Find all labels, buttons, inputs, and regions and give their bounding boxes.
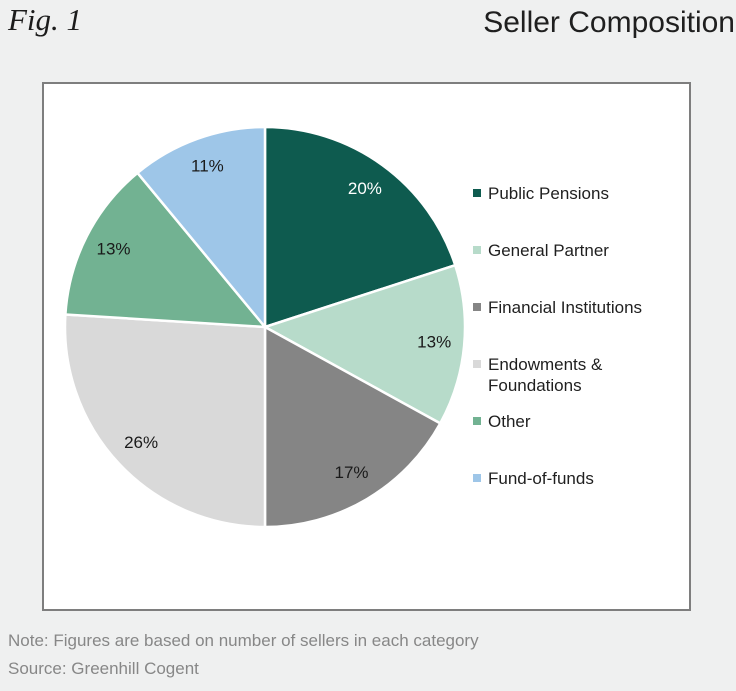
legend-item-endowments-foundations: Endowments & Foundations	[473, 354, 678, 411]
page-title: Seller Composition	[483, 6, 735, 39]
pie-slice-value-label: 13%	[96, 239, 130, 258]
pie-slice-endowments-foundations	[63, 313, 267, 529]
legend-item-general-partner: General Partner	[473, 240, 678, 297]
pie-slice-other	[64, 171, 267, 329]
legend-swatch-icon	[473, 417, 481, 425]
pie-slice-value-label: 11%	[191, 157, 224, 176]
pie-chart: 20% 13% 17% 26% 13% 11%	[63, 125, 467, 529]
legend-item-fund-of-funds: Fund-of-funds	[473, 468, 678, 525]
legend-swatch-icon	[473, 189, 481, 197]
legend-swatch-icon	[473, 474, 481, 482]
pie-slice-value-label: 26%	[124, 433, 158, 452]
legend-item-public-pensions: Public Pensions	[473, 183, 678, 240]
note-text: Note: Figures are based on number of sel…	[8, 631, 479, 650]
legend-label: Other	[488, 412, 531, 431]
chart-area: 20% 13% 17% 26% 13% 11% Public Pensions Genera…	[42, 82, 691, 611]
pie-slice-public-pensions	[263, 125, 457, 329]
legend-label: General Partner	[488, 241, 609, 260]
pie-slice-general-partner	[263, 263, 467, 425]
legend-label: Fund-of-funds	[488, 469, 594, 488]
legend-swatch-icon	[473, 360, 481, 368]
legend-label: Public Pensions	[488, 184, 609, 203]
legend-item-other: Other	[473, 411, 678, 468]
pie-slice-value-label: 20%	[348, 179, 382, 198]
pie-slice-financial-institutions	[263, 325, 442, 529]
pie-slice-fund-of-funds	[136, 125, 267, 329]
footnotes: Note: Figures are based on number of sel…	[8, 627, 479, 683]
legend-label: Financial Institutions	[488, 298, 643, 317]
legend: Public Pensions General Partner Financial …	[473, 183, 678, 525]
pie-slice-value-label: 13%	[417, 332, 451, 351]
legend-swatch-icon	[473, 303, 481, 311]
pie-slice-value-label: 17%	[334, 463, 368, 482]
source-text: Source: Greenhill Cogent	[8, 659, 199, 678]
legend-swatch-icon	[473, 246, 481, 254]
legend-item-financial-institutions: Financial Institutions	[473, 297, 678, 354]
legend-label: Endowments & Foundations	[488, 355, 603, 395]
figure-number: Fig. 1	[8, 2, 83, 37]
